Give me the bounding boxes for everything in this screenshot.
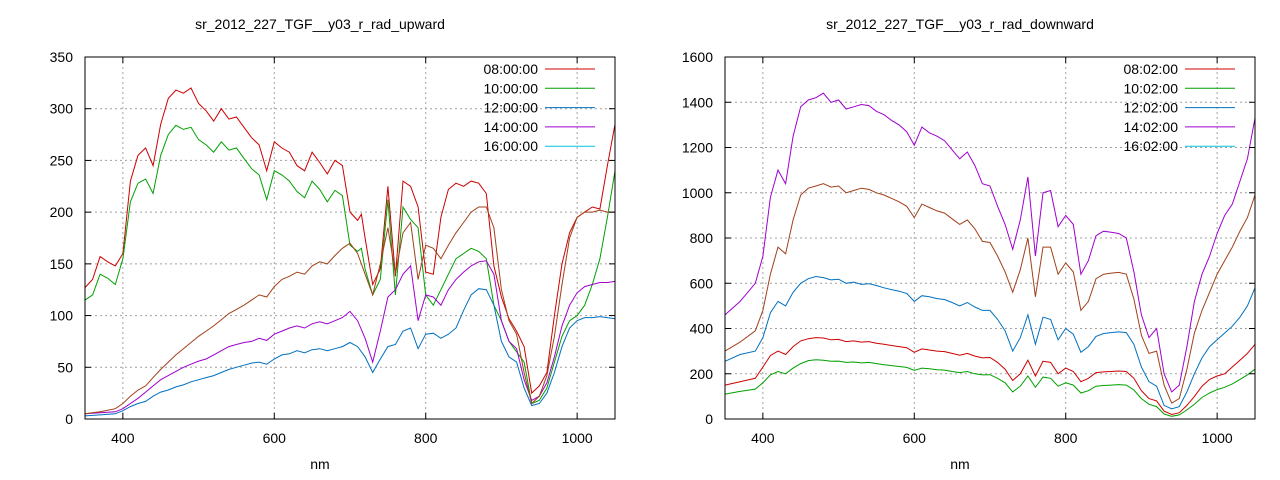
plot-area: 400 600 800 1000 0 200 400 600 800 1000 1200 1400 16… [682,49,1256,446]
series-line-14-02-00 [724,92,1256,393]
series-line-08-00-00 [84,87,616,395]
series-line-10-00-00 [84,124,616,405]
legend-label: 08:02:00 [1124,61,1179,77]
series-line-10-02-00 [724,359,1256,417]
x-tick-label: 600 [263,430,287,446]
series-line-08-02-00 [724,337,1256,416]
series-line-unlabeled-5 [724,183,1256,404]
y-tick-label: 600 [690,275,714,291]
legend-label: 16:02:00 [1124,138,1179,154]
plot-area: 400 600 800 1000 0 50 100 150 200 250 300 350 08:00:… [50,49,616,446]
x-tick-label: 800 [414,430,438,446]
series-line-12-00-00 [84,288,616,417]
y-tick-label: 800 [690,230,714,246]
chart-title: sr_2012_227_TGF__y03_r_rad_downward [826,16,1094,32]
y-tick-label: 400 [690,321,714,337]
x-axis-label: nm [950,456,970,472]
chart-upward: sr_2012_227_TGF__y03_r_rad_upward 400 600… [50,16,616,472]
y-tick-label: 350 [50,49,74,65]
x-tick-label: 400 [111,430,135,446]
y-tick-label: 200 [50,204,74,220]
y-tick-label: 1200 [682,140,713,156]
legend-label: 16:00:00 [484,138,539,154]
x-tick-label: 1000 [562,430,593,446]
legend-label: 12:02:00 [1124,100,1179,116]
chart-title: sr_2012_227_TGF__y03_r_rad_upward [195,16,445,32]
y-tick-label: 100 [50,308,74,324]
x-tick-label: 600 [903,430,927,446]
legend-label: 14:00:00 [484,119,539,135]
legend-label: 14:02:00 [1124,119,1179,135]
legend-label: 10:02:00 [1124,80,1179,96]
y-tick-label: 1000 [682,185,713,201]
chart-downward: sr_2012_227_TGF__y03_r_rad_downward 400 6… [640,0,1280,480]
y-tick-label: 250 [50,152,74,168]
y-tick-label: 50 [57,359,73,375]
x-axis-label: nm [310,456,330,472]
plot-frame [84,56,616,420]
y-tick-label: 150 [50,256,74,272]
x-tick-label: 800 [1054,430,1078,446]
x-tick-label: 400 [751,430,775,446]
legend-label: 10:00:00 [484,80,539,96]
y-tick-label: 0 [65,411,73,427]
y-tick-label: 200 [690,366,714,382]
series-line-unlabeled-5 [84,206,615,415]
y-tick-label: 300 [50,101,74,117]
x-tick-label: 1000 [1202,430,1233,446]
y-tick-label: 0 [705,411,713,427]
y-tick-label: 1600 [682,49,713,65]
legend-label: 08:00:00 [484,61,539,77]
legend-label: 12:00:00 [484,100,539,116]
series-line-12-02-00 [724,275,1256,410]
y-tick-label: 1400 [682,94,713,110]
